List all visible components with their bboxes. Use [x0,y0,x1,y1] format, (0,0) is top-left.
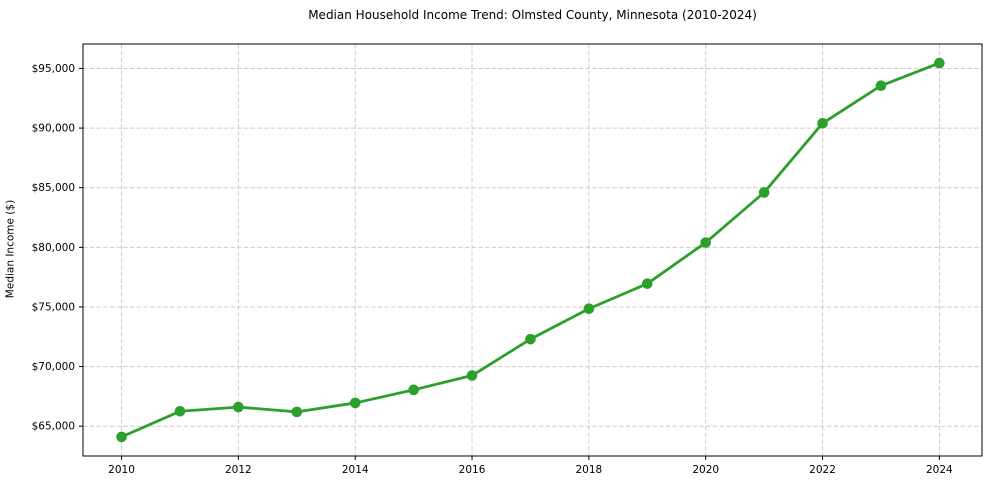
x-tick-label: 2014 [342,464,369,476]
data-point [758,187,770,198]
y-tick-label: $75,000 [32,301,75,313]
data-point [291,406,303,418]
data-point [875,80,887,92]
data-point [583,303,595,315]
y-tick-label: $65,000 [32,421,75,433]
data-point [934,57,945,69]
data-point [116,431,127,443]
x-tick-label: 2020 [692,464,719,476]
y-tick-label: $95,000 [32,63,75,75]
data-point [174,405,186,417]
x-tick-label: 2012 [225,464,252,476]
y-tick-label: $70,000 [32,361,75,373]
x-tick-label: 2010 [108,464,135,476]
chart-title: Median Household Income Trend: Olmsted C… [308,8,757,22]
data-point [466,370,478,381]
data-point [817,117,828,129]
data-point [408,384,419,396]
data-point [700,237,711,248]
trend-line [120,61,941,439]
data-point [233,401,244,413]
x-tick-label: 2024 [926,464,953,476]
axes-spines [82,43,983,457]
x-tick-label: 2022 [809,464,836,476]
y-tick-label: $85,000 [32,182,75,194]
data-point [525,333,536,345]
data-point [349,397,361,409]
y-tick-label: $80,000 [32,242,75,254]
x-tick-label: 2018 [576,464,603,476]
x-tick-label: 2016 [459,464,486,476]
data-point [641,278,653,289]
y-tick-label: $90,000 [32,123,75,135]
